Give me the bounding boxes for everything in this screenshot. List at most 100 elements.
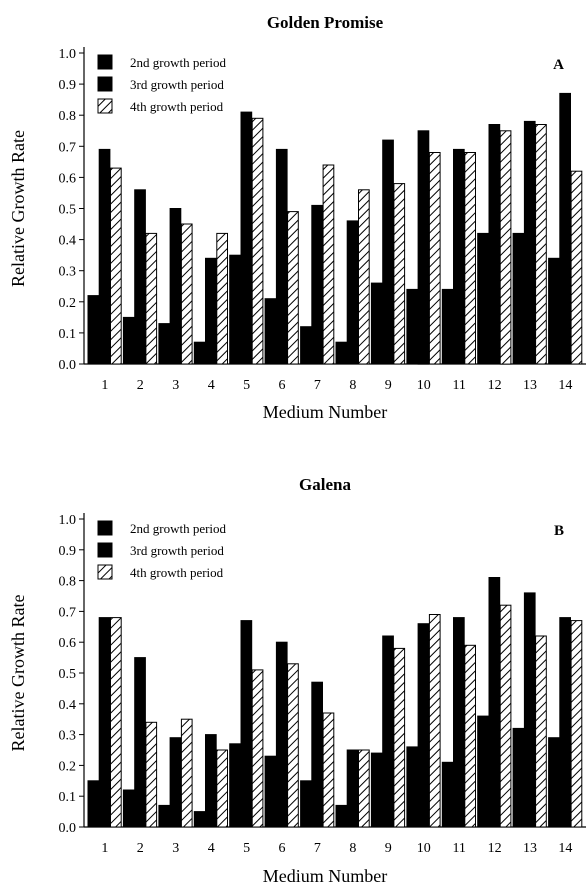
bar-series-3-medium-11 <box>465 153 476 365</box>
bar-series-1-medium-6 <box>265 299 276 364</box>
bar-series-2-medium-1 <box>99 618 110 827</box>
x-tick-label: 7 <box>314 841 321 856</box>
bar-series-3-medium-5 <box>252 670 263 827</box>
bar-series-3-medium-6 <box>288 664 299 827</box>
bar-series-3-medium-10 <box>429 153 440 365</box>
bar-series-2-medium-9 <box>383 140 394 364</box>
bar-series-2-medium-12 <box>489 578 500 828</box>
bar-series-1-medium-8 <box>336 342 347 364</box>
x-tick-label: 5 <box>243 378 250 393</box>
y-tick-label: 0.2 <box>59 759 77 774</box>
y-tick-label: 0.3 <box>59 729 77 744</box>
x-tick-label: 6 <box>279 378 286 393</box>
bar-series-1-medium-7 <box>301 327 312 364</box>
y-tick-label: 0.9 <box>59 78 77 93</box>
bar-series-2-medium-13 <box>524 593 535 827</box>
legend-swatch <box>98 77 112 91</box>
legend-label: 4th growth period <box>130 99 224 114</box>
bar-series-1-medium-12 <box>478 716 489 827</box>
legend-swatch <box>98 543 112 557</box>
y-tick-label: 0.6 <box>59 636 77 651</box>
legend-label: 4th growth period <box>130 565 224 580</box>
bar-series-2-medium-2 <box>135 658 146 827</box>
bar-series-1-medium-7 <box>301 781 312 827</box>
legend-swatch <box>98 55 112 69</box>
bar-series-3-medium-14 <box>571 621 582 827</box>
y-tick-label: 0.8 <box>59 575 77 590</box>
bar-series-1-medium-4 <box>194 342 205 364</box>
x-tick-label: 2 <box>137 841 144 856</box>
y-axis-label: Relative Growth Rate <box>8 130 28 287</box>
x-axis-label: Medium Number <box>263 402 387 422</box>
x-tick-label: 3 <box>172 378 179 393</box>
bar-series-2-medium-3 <box>170 209 181 365</box>
x-tick-label: 3 <box>172 841 179 856</box>
bar-series-3-medium-3 <box>181 719 192 827</box>
bar-series-2-medium-14 <box>560 618 571 827</box>
x-tick-label: 6 <box>279 841 286 856</box>
bar-series-3-medium-4 <box>217 750 228 827</box>
bar-series-3-medium-9 <box>394 184 405 364</box>
x-tick-label: 8 <box>349 378 356 393</box>
y-tick-label: 0.6 <box>59 171 77 186</box>
y-tick-label: 0.8 <box>59 109 77 124</box>
y-tick-label: 1.0 <box>59 47 77 62</box>
bar-series-3-medium-2 <box>146 722 157 827</box>
x-tick-label: 13 <box>523 841 537 856</box>
x-tick-label: 11 <box>452 841 465 856</box>
legend-swatch <box>98 565 112 579</box>
bar-series-2-medium-8 <box>347 750 358 827</box>
y-tick-label: 0.2 <box>59 296 77 311</box>
y-tick-label: 0.1 <box>59 790 77 805</box>
bar-series-1-medium-14 <box>549 258 560 364</box>
y-tick-label: 0.1 <box>59 327 77 342</box>
y-tick-label: 0.3 <box>59 265 77 280</box>
bar-series-1-medium-11 <box>442 289 453 364</box>
bar-series-3-medium-13 <box>536 636 547 827</box>
y-tick-label: 0.4 <box>59 698 77 713</box>
bar-series-1-medium-1 <box>88 781 99 827</box>
bar-series-3-medium-11 <box>465 645 476 827</box>
y-tick-label: 0.5 <box>59 203 77 218</box>
x-tick-label: 12 <box>488 378 502 393</box>
bar-series-3-medium-12 <box>500 605 511 827</box>
bar-series-2-medium-11 <box>454 618 465 827</box>
x-tick-label: 9 <box>385 378 392 393</box>
bar-series-2-medium-5 <box>241 621 252 827</box>
bar-series-1-medium-14 <box>549 738 560 827</box>
bar-series-3-medium-12 <box>500 131 511 364</box>
bar-series-3-medium-1 <box>111 618 122 827</box>
x-tick-label: 13 <box>523 378 537 393</box>
bar-series-1-medium-1 <box>88 296 99 364</box>
bar-series-3-medium-5 <box>252 118 263 364</box>
x-tick-label: 2 <box>137 378 144 393</box>
x-tick-label: 4 <box>208 378 215 393</box>
x-tick-label: 7 <box>314 378 321 393</box>
bar-series-2-medium-10 <box>418 624 429 827</box>
y-tick-label: 1.0 <box>59 513 77 528</box>
bar-series-1-medium-6 <box>265 756 276 827</box>
bar-series-2-medium-7 <box>312 682 323 827</box>
legend-swatch <box>98 521 112 535</box>
y-tick-label: 0.5 <box>59 667 77 682</box>
y-axis-label: Relative Growth Rate <box>8 595 28 752</box>
bar-series-1-medium-5 <box>230 744 241 827</box>
bar-series-2-medium-3 <box>170 738 181 827</box>
x-tick-label: 5 <box>243 841 250 856</box>
bar-series-1-medium-5 <box>230 255 241 364</box>
x-tick-label: 4 <box>208 841 215 856</box>
bar-series-2-medium-6 <box>276 149 287 364</box>
y-tick-label: 0.9 <box>59 544 77 559</box>
chart-title: Golden Promise <box>267 13 384 32</box>
bar-series-2-medium-9 <box>383 636 394 827</box>
bar-series-3-medium-1 <box>111 168 122 364</box>
x-tick-label: 8 <box>349 841 356 856</box>
x-tick-label: 1 <box>101 378 108 393</box>
x-tick-label: 12 <box>488 841 502 856</box>
y-tick-label: 0.7 <box>59 605 77 620</box>
bar-series-3-medium-7 <box>323 165 334 364</box>
bar-series-2-medium-7 <box>312 205 323 364</box>
bar-series-1-medium-10 <box>407 747 418 827</box>
legend-label: 3rd growth period <box>130 543 224 558</box>
chart-panel-a: Golden Promise A 0.0 0.1 0.2 0.3 0.4 0.5 0.6 0.7 0… <box>8 13 586 422</box>
